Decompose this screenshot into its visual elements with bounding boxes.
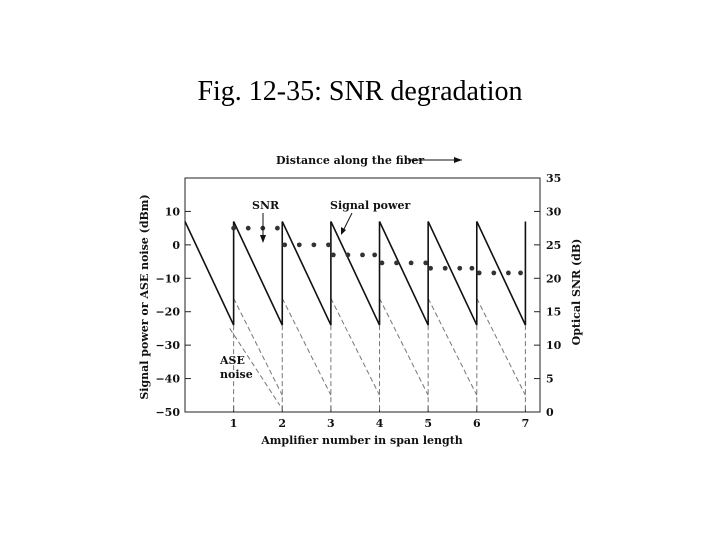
- snr-point: [394, 260, 399, 266]
- annotation-signal-power: Signal power: [330, 199, 410, 212]
- bottom-tick-label: 3: [327, 417, 335, 430]
- right-tick-label: 0: [546, 406, 554, 419]
- right-tick-label: 5: [546, 373, 554, 386]
- right-tick-label: 10: [546, 339, 562, 352]
- right-tick-label: 15: [546, 306, 561, 319]
- snr-point: [245, 225, 251, 231]
- plot-frame: [184, 177, 541, 413]
- y-axis-label-left: Signal power or ASE noise (dBm): [138, 194, 151, 399]
- bottom-tick-label: 6: [473, 417, 481, 430]
- y-axis-label-right: Optical SNR (dB): [570, 239, 583, 346]
- ase-noise-segment: [427, 298, 478, 396]
- ase-noise-segment: [476, 298, 526, 396]
- ase-noise-segment: [281, 298, 332, 396]
- left-tick-label: −40: [155, 373, 180, 386]
- left-tick-label: −20: [155, 306, 180, 319]
- snr-point: [423, 260, 429, 266]
- left-tick-label: 0: [172, 239, 180, 252]
- snr-point: [428, 265, 433, 271]
- x-axis-label: Amplifier number in span length: [260, 434, 463, 447]
- right-tick-label: 25: [546, 239, 561, 252]
- right-axis-ticks: 35 30 25 20 15 10 5 0: [534, 172, 562, 419]
- bottom-tick-label: 7: [522, 417, 530, 430]
- snr-point: [372, 252, 378, 258]
- snr-point: [296, 242, 302, 248]
- snr-point: [476, 270, 482, 276]
- bottom-tick-label: 5: [424, 417, 432, 430]
- annotation-ase: ASE: [219, 354, 245, 367]
- ase-noise-series: [229, 298, 526, 412]
- snr-point: [408, 260, 414, 266]
- snr-point: [442, 265, 448, 271]
- slide-title: Fig. 12-35: SNR degradation: [197, 76, 523, 107]
- snr-point: [379, 260, 385, 266]
- ase-noise-segment: [379, 298, 429, 396]
- annotation-snr-arrow: [260, 213, 266, 243]
- left-tick-label: −10: [155, 272, 180, 285]
- snr-point: [231, 225, 237, 231]
- ase-noise-segment: [330, 298, 380, 396]
- snr-point: [469, 265, 475, 271]
- snr-point: [311, 242, 317, 248]
- snr-point: [518, 270, 523, 276]
- snr-point: [282, 242, 288, 248]
- bottom-tick-label: 1: [230, 417, 238, 430]
- ase-noise-segment: [229, 328, 281, 406]
- right-tick-label: 20: [546, 272, 562, 285]
- snr-point: [491, 270, 497, 276]
- snr-point: [505, 270, 511, 276]
- snr-point: [274, 225, 280, 231]
- left-tick-label: −30: [155, 339, 180, 352]
- signal-power-series: [184, 221, 527, 326]
- top-caption-arrow: [408, 157, 462, 163]
- snr-point: [457, 265, 463, 271]
- snr-point: [345, 252, 351, 258]
- snr-point: [330, 252, 336, 258]
- bottom-tick-label: 2: [278, 417, 286, 430]
- top-caption: Distance along the fiber: [276, 154, 424, 167]
- ase-noise-segment: [233, 298, 283, 396]
- right-tick-label: 35: [546, 172, 561, 185]
- right-tick-label: 30: [546, 205, 562, 218]
- left-tick-label: 10: [165, 205, 181, 218]
- bottom-tick-label: 4: [376, 417, 384, 430]
- snr-point: [326, 242, 331, 248]
- left-tick-label: −50: [155, 406, 180, 419]
- snr-series: [231, 225, 523, 276]
- annotation-ase-noise: noise: [220, 368, 253, 381]
- snr-point: [360, 252, 365, 258]
- annotation-signal-arrow: [341, 212, 353, 235]
- left-axis-ticks: 10 0 −10 −20 −30 −40 −50: [155, 205, 191, 419]
- signal-power-line: [184, 221, 527, 326]
- annotation-snr: SNR: [252, 199, 280, 212]
